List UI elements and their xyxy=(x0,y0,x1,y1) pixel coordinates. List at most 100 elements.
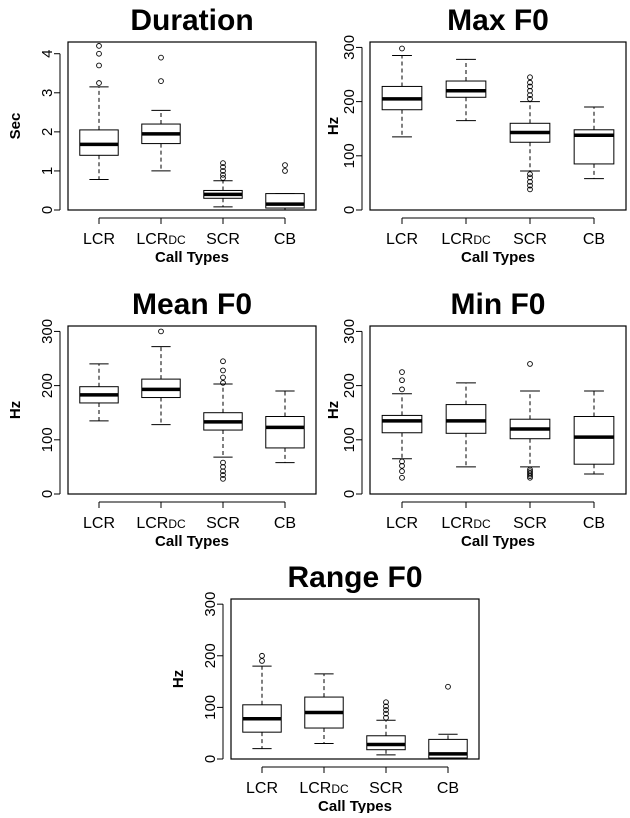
outlier-point xyxy=(399,458,405,465)
iqr-box xyxy=(366,735,406,751)
iqr-box xyxy=(265,416,305,449)
x-tick-label-main: SCR xyxy=(206,515,240,532)
iqr-box xyxy=(573,416,615,465)
outlier-point xyxy=(527,174,533,181)
y-tick-label: 300 xyxy=(202,592,219,617)
y-tick-label: 4 xyxy=(39,50,56,58)
outlier-point xyxy=(527,468,533,475)
outlier-point xyxy=(158,78,164,84)
outlier-point xyxy=(527,79,533,86)
chart-title: Mean F0 xyxy=(132,288,252,321)
outlier-point xyxy=(399,45,405,52)
outlier-point xyxy=(220,367,226,374)
x-axis-label: Call Types xyxy=(155,533,229,550)
chart-mean-f0: Mean F0 0 100 200 300 Hz LCR LCRDC SCR CB Call Typ… xyxy=(0,284,320,556)
x-tick-label-main: SCR xyxy=(513,515,547,532)
x-tick-label-sub: DC xyxy=(331,782,349,796)
outlier-point xyxy=(96,43,102,49)
outlier-point xyxy=(220,464,226,470)
y-tick-label: 1 xyxy=(39,167,56,175)
x-tick-label-main: LCR xyxy=(386,515,418,532)
plot-frame xyxy=(67,325,317,495)
outlier-point xyxy=(383,707,389,713)
x-tick-label: LCRDC xyxy=(441,515,491,532)
outlier-point xyxy=(527,466,533,473)
y-tick-label: 200 xyxy=(341,89,358,114)
x-tick-label: LCRDC xyxy=(136,515,186,532)
outlier-point xyxy=(527,178,533,185)
x-tick-label-main: LCR xyxy=(299,780,331,797)
x-tick-label-main: CB xyxy=(274,515,296,532)
x-axis-label: Call Types xyxy=(155,249,229,266)
outlier-point xyxy=(527,171,533,178)
x-tick-label: CB xyxy=(583,231,605,248)
y-tick-label: 200 xyxy=(341,373,358,398)
x-tick-label: SCR xyxy=(206,231,240,248)
x-tick-label: LCRDC xyxy=(136,231,186,248)
outlier-point xyxy=(527,182,533,189)
outlier-point xyxy=(383,710,389,717)
x-tick-label: LCR xyxy=(386,515,418,532)
outlier-point xyxy=(220,160,226,166)
x-tick-label-main: LCR xyxy=(136,515,168,532)
x-tick-label: SCR xyxy=(513,231,547,248)
outlier-point xyxy=(158,54,164,61)
outlier-point xyxy=(399,369,405,375)
outlier-point xyxy=(220,459,226,466)
x-tick-label-main: CB xyxy=(583,515,605,532)
outlier-point xyxy=(399,377,405,384)
x-tick-label-main: LCR xyxy=(136,231,168,248)
y-tick-label: 0 xyxy=(39,490,56,498)
y-axis-label: Hz xyxy=(325,401,342,419)
x-tick-label: LCR xyxy=(83,231,115,248)
y-tick-label: 0 xyxy=(341,206,358,214)
chart-range-f0: Range F0 0 100 200 300 Hz LCR LCRDC SCR CB Call Ty… xyxy=(163,547,483,815)
y-axis-label: Hz xyxy=(325,117,342,135)
outlier-point xyxy=(527,74,533,81)
x-tick-label-main: LCR xyxy=(83,231,115,248)
iqr-box xyxy=(445,404,487,434)
outlier-point xyxy=(445,683,451,690)
outlier-point xyxy=(383,714,389,721)
outlier-point xyxy=(399,468,405,475)
x-tick-label: LCR xyxy=(83,515,115,532)
chart-title: Min F0 xyxy=(451,288,546,321)
chart-duration: Duration 0 1 2 3 4 Sec LCR LCRDC SCR CB Call Types xyxy=(0,0,320,272)
outlier-point xyxy=(220,472,226,478)
outlier-point xyxy=(96,62,102,69)
y-tick-label: 300 xyxy=(39,319,56,344)
x-tick-label: CB xyxy=(437,780,459,797)
x-tick-label: CB xyxy=(583,515,605,532)
x-tick-label: CB xyxy=(274,231,296,248)
x-tick-label-sub: DC xyxy=(168,233,186,247)
y-tick-label: 300 xyxy=(341,319,358,344)
outlier-point xyxy=(158,328,164,335)
outlier-point xyxy=(399,462,405,469)
outlier-point xyxy=(220,358,226,365)
plot-frame xyxy=(230,598,480,760)
x-tick-label-main: SCR xyxy=(369,780,403,797)
y-tick-label: 100 xyxy=(202,695,219,720)
x-tick-label: CB xyxy=(274,515,296,532)
y-tick-label: 0 xyxy=(341,490,358,498)
x-axis-label: Call Types xyxy=(461,533,535,550)
x-tick-label: SCR xyxy=(206,515,240,532)
x-tick-label: LCRDC xyxy=(441,231,491,248)
x-axis-label: Call Types xyxy=(318,798,392,813)
y-tick-label: 200 xyxy=(39,373,56,398)
x-tick-label-sub: DC xyxy=(168,517,186,531)
chart-max-f0: Max F0 0 100 200 300 Hz LCR LCRDC SCR CB Call Type… xyxy=(318,0,630,272)
outlier-point xyxy=(220,374,226,381)
y-tick-label: 2 xyxy=(39,128,56,136)
y-tick-label: 300 xyxy=(341,35,358,60)
x-axis-label: Call Types xyxy=(461,249,535,266)
x-tick-label: LCR xyxy=(386,231,418,248)
outlier-point xyxy=(527,83,533,90)
x-tick-label-main: CB xyxy=(583,231,605,248)
outlier-point xyxy=(282,168,288,174)
x-tick-label: SCR xyxy=(369,780,403,797)
outlier-point xyxy=(220,168,226,174)
